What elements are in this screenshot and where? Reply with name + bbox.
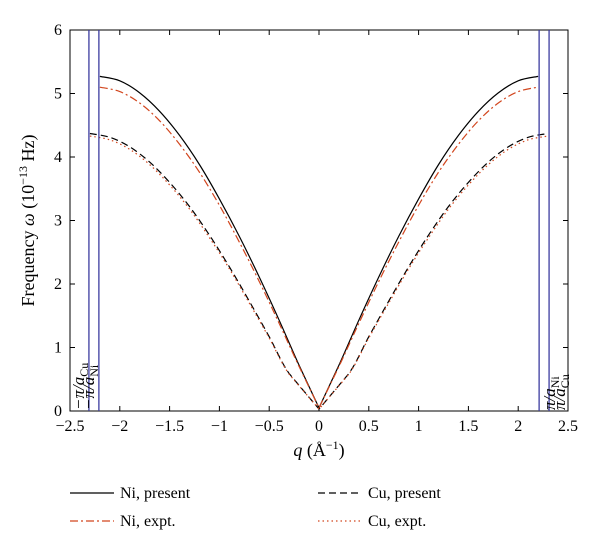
x-tick-label: 1.5 (458, 418, 478, 435)
legend: Ni, present Ni, expt. Cu, present Cu, expt. (70, 485, 441, 530)
zone-boundary-label: π/aNi (540, 376, 562, 410)
x-tick-label: 0.5 (359, 418, 379, 435)
zone-boundary-label: −π/aCu (69, 363, 91, 410)
x-tick-label: 0 (315, 418, 323, 435)
x-tick-label: −2 (111, 418, 128, 435)
series-line-ni-present (99, 75, 539, 410)
x-tick-label: −2.5 (55, 418, 84, 435)
x-tick-label: −1 (211, 418, 228, 435)
y-tick-label: 4 (54, 149, 62, 166)
axes-layer (69, 29, 569, 412)
y-tick-label: 5 (54, 86, 62, 103)
x-tick-label: 2.5 (558, 418, 578, 435)
x-axis-label: q (Å−1) (293, 438, 344, 461)
zone-boundary-layer (88, 30, 550, 411)
y-tick-label: 0 (54, 403, 62, 420)
y-tick-label: 6 (54, 22, 62, 39)
series-line-cu-expt (89, 135, 549, 411)
y-tick-label: 2 (54, 276, 62, 293)
series-line-ni-expt (99, 86, 539, 410)
series-layer (89, 75, 549, 411)
x-tick-label: −0.5 (255, 418, 284, 435)
y-axis-label: Frequency ω (10−13 Hz) (16, 135, 39, 307)
zone-boundary-label: −π/aNi (79, 364, 101, 410)
x-tick-label: 2 (514, 418, 522, 435)
zone-boundary-label: π/aCu (550, 374, 572, 410)
y-tick-label: 1 (54, 340, 62, 357)
y-tick-label: 3 (54, 213, 62, 230)
label-layer: −2.5 −2 −1.5 −1 −0.5 0 0.5 1 1.5 2 2.5 0 1 2 3 4 5 6 −π/aC… (16, 22, 578, 461)
series-line-cu-present (89, 132, 549, 411)
legend-label: Cu, present (368, 485, 441, 502)
plot-frame (69, 29, 569, 412)
x-tick-label: 1 (415, 418, 423, 435)
legend-label: Ni, expt. (120, 513, 176, 530)
legend-label: Ni, present (120, 485, 191, 502)
legend-label: Cu, expt. (368, 513, 426, 530)
x-tick-label: −1.5 (155, 418, 184, 435)
